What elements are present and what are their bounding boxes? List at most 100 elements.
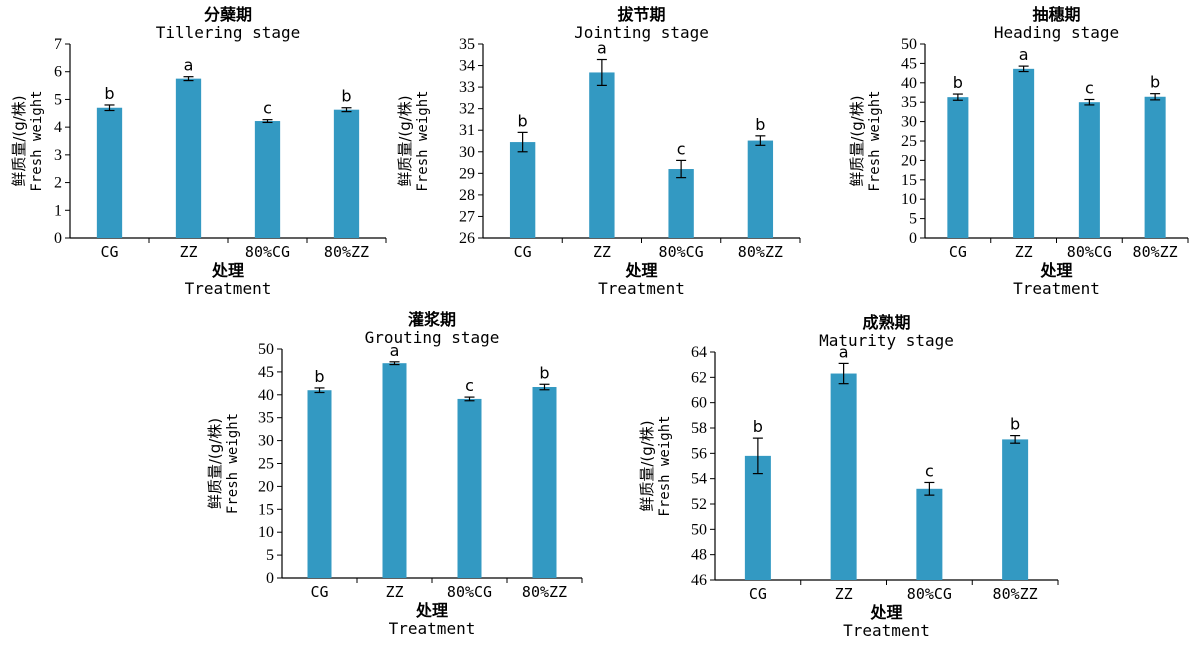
y-tick-label: 35: [459, 36, 475, 53]
y-tick-label: 40: [258, 387, 274, 404]
significance-letter: b: [953, 73, 963, 92]
x-tick-label: ZZ: [179, 243, 197, 261]
bar-cg: [509, 142, 536, 238]
y-tick-label: 6: [54, 64, 62, 81]
bar-80pctzz: [1144, 96, 1166, 238]
bar-80pctcg: [457, 398, 482, 578]
y-tick-label: 50: [691, 521, 707, 538]
y-tick-label: 2: [54, 175, 62, 192]
y-tick-label: 20: [901, 152, 917, 169]
y-tick-label: 5: [266, 547, 274, 564]
error-bar: [539, 383, 550, 391]
y-tick-label: 26: [459, 230, 475, 247]
y-tick-label: 30: [901, 114, 917, 131]
y-tick-label: 50: [901, 36, 917, 53]
error-bar: [924, 481, 935, 496]
x-tick-label: CG: [514, 243, 532, 261]
y-tick-label: 62: [691, 369, 707, 386]
bar-80pctzz: [532, 387, 557, 578]
chart-title: 灌浆期: [408, 310, 456, 329]
significance-letter: c: [465, 376, 474, 395]
error-bar: [838, 362, 849, 385]
x-tick-label: ZZ: [593, 243, 611, 261]
significance-letter: b: [539, 363, 549, 382]
significance-letter: a: [597, 39, 607, 58]
chart-title: 分蘖期: [204, 5, 252, 24]
y-tick-label: 15: [901, 172, 917, 189]
chart-title: 抽穗期: [1032, 5, 1080, 24]
y-tick-label: 27: [459, 208, 475, 225]
y-tick-label: 5: [909, 211, 917, 228]
bar-80pctzz: [747, 140, 774, 238]
chart-subtitle: Tillering stage: [156, 23, 301, 42]
x-tick-label: CG: [949, 243, 967, 261]
chart-title: 成熟期: [862, 313, 910, 332]
y-axis-label-en: Fresh weight: [225, 413, 241, 514]
significance-letter: b: [104, 84, 114, 103]
significance-letter: a: [390, 341, 400, 360]
y-axis-label-cn: 鲜质量/(g/株): [848, 95, 866, 186]
y-tick-label: 45: [258, 364, 274, 381]
chart-subtitle: Grouting stage: [365, 328, 500, 347]
y-tick-label: 54: [691, 471, 707, 488]
y-tick-label: 35: [901, 94, 917, 111]
error-bar: [1018, 65, 1029, 73]
x-tick-label: CG: [310, 583, 328, 601]
x-tick-label: 80%CG: [659, 243, 704, 261]
y-tick-label: 4: [54, 119, 62, 136]
x-axis-label-cn: 处理: [869, 603, 902, 622]
x-tick-label: 80%ZZ: [738, 243, 783, 261]
x-axis-label-cn: 处理: [624, 261, 657, 280]
x-tick-label: 80%ZZ: [522, 583, 567, 601]
bar-zz: [175, 78, 202, 239]
significance-letter: a: [1019, 45, 1029, 64]
bar-80pctcg: [254, 121, 281, 238]
x-axis-label-cn: 处理: [211, 261, 244, 280]
significance-letter: c: [1085, 78, 1094, 97]
significance-letter: c: [925, 461, 934, 480]
x-axis-label-cn: 处理: [1039, 261, 1072, 280]
y-tick-label: 30: [459, 144, 475, 161]
bar-zz: [830, 373, 857, 580]
error-bar: [952, 93, 963, 101]
y-axis-label-cn: 鲜质量/(g/株): [10, 95, 28, 186]
significance-letter: b: [1150, 73, 1160, 92]
x-tick-label: ZZ: [385, 583, 403, 601]
y-tick-label: 0: [909, 230, 917, 247]
y-tick-label: 3: [54, 147, 62, 164]
significance-letter: b: [1010, 415, 1020, 434]
significance-letter: b: [518, 111, 528, 130]
error-bar: [262, 119, 273, 124]
bar-zz: [589, 72, 615, 238]
bar-80pctcg: [1078, 102, 1100, 238]
chart-title: 拔节期: [617, 5, 665, 24]
bar-cg: [947, 97, 969, 238]
error-bar: [596, 58, 607, 86]
y-tick-label: 35: [258, 410, 274, 427]
y-axis-label-cn: 鲜质量/(g/株): [396, 95, 414, 186]
y-tick-label: 48: [691, 547, 707, 564]
y-tick-label: 0: [266, 570, 274, 587]
y-tick-label: 25: [258, 456, 274, 473]
y-tick-label: 5: [54, 91, 62, 108]
x-tick-label: 80%CG: [245, 243, 290, 261]
y-axis-label-en: Fresh weight: [867, 90, 883, 191]
x-axis-label-cn: 处理: [415, 601, 448, 620]
bar-80pctzz: [1002, 439, 1029, 580]
significance-letter: c: [677, 139, 686, 158]
bar-80pctzz: [333, 109, 360, 238]
y-tick-label: 0: [54, 230, 62, 247]
error-bar: [1084, 98, 1095, 106]
y-tick-label: 20: [258, 478, 274, 495]
significance-letter: b: [341, 87, 351, 106]
x-axis-label-en: Treatment: [389, 619, 476, 638]
y-axis-label-en: Fresh weight: [657, 415, 673, 516]
bar-cg: [96, 107, 123, 238]
y-tick-label: 58: [691, 420, 707, 437]
bar-cg: [307, 390, 332, 578]
